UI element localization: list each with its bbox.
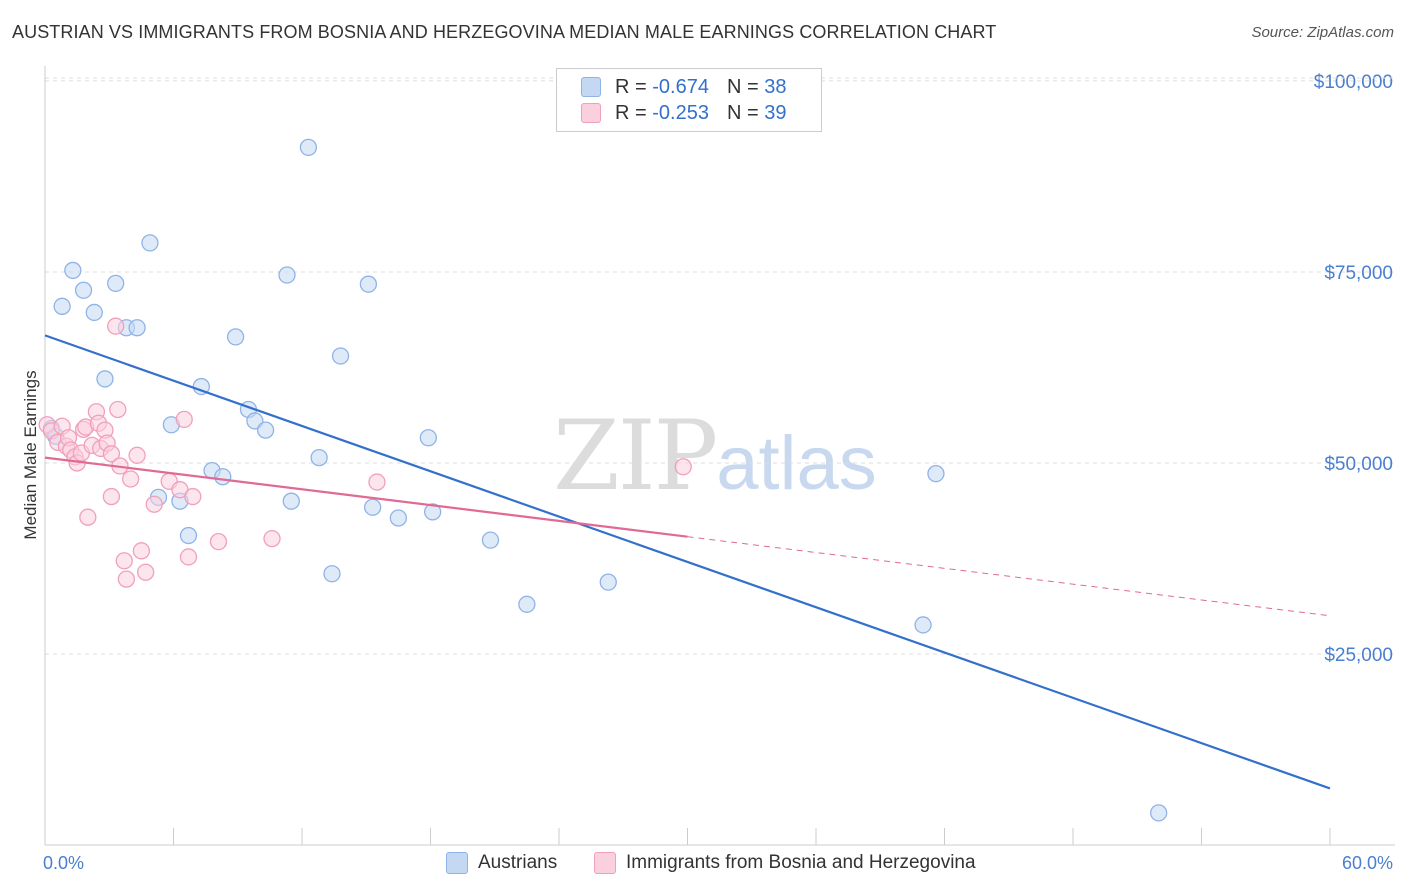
legend-n-label: N = bbox=[726, 101, 759, 124]
austrians-point bbox=[331, 347, 350, 365]
austrians-point bbox=[96, 370, 114, 388]
bosnia-point bbox=[102, 445, 121, 463]
austrians-point bbox=[423, 503, 442, 521]
austrians-point bbox=[226, 328, 245, 346]
austrians-point bbox=[1150, 804, 1168, 822]
bottom-legend-austrians: Austrians bbox=[446, 850, 557, 876]
bosnia-point bbox=[107, 317, 125, 335]
watermark-atlas: atlas bbox=[716, 421, 877, 506]
bosnia-point bbox=[128, 446, 146, 464]
bosnia-point bbox=[122, 470, 140, 488]
austrians-trend-line bbox=[44, 334, 1331, 790]
bosnia-point bbox=[102, 487, 121, 506]
legend-n-label: N = bbox=[726, 75, 759, 98]
bottom-legend-swatch-austrians bbox=[446, 852, 468, 874]
bosnia-point bbox=[117, 570, 136, 588]
austrians-point bbox=[64, 261, 82, 280]
austrians-point bbox=[927, 465, 945, 483]
bosnia-point bbox=[137, 563, 155, 581]
source-label: Source: ZipAtlas.com bbox=[1251, 24, 1394, 41]
y-tick-label: $75,000 bbox=[1324, 263, 1393, 284]
legend-r-value: -0.674 bbox=[652, 75, 709, 98]
legend-swatch-austrians bbox=[581, 77, 601, 97]
bosnia-point bbox=[674, 458, 692, 476]
austrians-point bbox=[128, 319, 146, 337]
x-tick-label: 60.0% bbox=[1342, 853, 1393, 873]
bosnia-point bbox=[109, 400, 127, 419]
austrians-point bbox=[364, 498, 382, 516]
legend-r-label: R = bbox=[615, 101, 647, 124]
austrians-point bbox=[278, 266, 296, 284]
austrians-point bbox=[359, 275, 378, 293]
y-tick-label: $25,000 bbox=[1324, 645, 1393, 666]
legend-n-value: 38 bbox=[764, 75, 787, 98]
austrians-point bbox=[914, 616, 932, 634]
bottom-legend-swatch-bosnia bbox=[594, 852, 616, 874]
austrians-point bbox=[599, 573, 617, 591]
bottom-legend-label-bosnia: Immigrants from Bosnia and Herzegovina bbox=[626, 852, 976, 873]
austrians-point bbox=[179, 526, 198, 545]
bosnia-point bbox=[209, 533, 228, 551]
austrians-point bbox=[282, 492, 300, 510]
austrians-point bbox=[107, 274, 125, 293]
austrians-point bbox=[85, 303, 103, 322]
y-axis-title: Median Male Earnings bbox=[21, 370, 40, 539]
bosnia-point bbox=[179, 548, 198, 566]
austrians-point bbox=[518, 595, 536, 613]
bosnia-trend-line bbox=[44, 456, 688, 538]
y-tick-label: $100,000 bbox=[1314, 72, 1393, 93]
legend-r-label: R = bbox=[615, 75, 647, 98]
legend-r-value: -0.253 bbox=[652, 101, 709, 124]
y-tick-label: $50,000 bbox=[1324, 454, 1393, 475]
bosnia-trend-line-extension bbox=[687, 536, 1331, 617]
bosnia-point bbox=[263, 529, 281, 548]
austrians-point bbox=[74, 281, 93, 299]
bosnia-point bbox=[368, 473, 386, 491]
austrians-point bbox=[419, 429, 438, 447]
austrians-point bbox=[299, 138, 318, 157]
austrians-point bbox=[323, 565, 341, 583]
legend-n-value: 39 bbox=[764, 101, 787, 124]
watermark: ZIPatlas bbox=[553, 400, 877, 512]
austrians-point bbox=[214, 468, 232, 486]
austrians-point bbox=[389, 509, 408, 527]
bosnia-point bbox=[175, 410, 193, 429]
legend-row-bosnia: R = -0.253 N = 39 bbox=[581, 101, 786, 125]
watermark-zip: ZIP bbox=[553, 400, 718, 512]
legend-row-austrians: R = -0.674 N = 38 bbox=[581, 75, 786, 99]
chart-title: AUSTRIAN VS IMMIGRANTS FROM BOSNIA AND H… bbox=[12, 22, 997, 42]
austrians-point bbox=[256, 421, 275, 439]
bosnia-point bbox=[79, 508, 97, 526]
bosnia-point bbox=[184, 487, 202, 506]
x-tick-label: 0.0% bbox=[43, 853, 84, 873]
correlation-legend: R = -0.674 N = 38 R = -0.253 N = 39 bbox=[556, 68, 822, 132]
austrians-point bbox=[141, 234, 159, 252]
bosnia-point bbox=[145, 495, 163, 513]
bosnia-point bbox=[132, 542, 151, 560]
legend-swatch-bosnia bbox=[581, 103, 601, 123]
bottom-legend-bosnia: Immigrants from Bosnia and Herzegovina bbox=[594, 850, 976, 876]
austrians-point bbox=[53, 297, 71, 315]
bottom-legend-label-austrians: Austrians bbox=[478, 852, 558, 873]
bosnia-point bbox=[115, 552, 133, 570]
austrians-point bbox=[310, 448, 328, 467]
austrians-point bbox=[481, 531, 500, 549]
